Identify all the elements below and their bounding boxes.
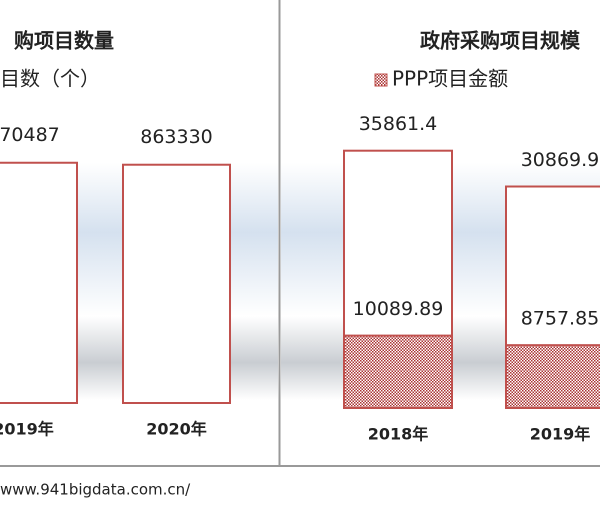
chart-title: 购项目数量 (14, 29, 114, 53)
legend-label: PPP项目金额 (392, 67, 508, 91)
value-label: 10089.89 (353, 298, 444, 320)
x-tick-label: 2020年 (146, 420, 207, 439)
bar-ppp (505, 344, 600, 409)
x-tick-label: 2018年 (368, 425, 429, 444)
value-label: 8757.85 (521, 308, 600, 330)
x-tick-label: 2019年 (0, 420, 54, 439)
value-label: 870487 (0, 124, 60, 146)
bar-ppp (343, 334, 453, 409)
value-label: 30869.9 (521, 149, 600, 171)
bar (0, 161, 78, 404)
legend-swatch (374, 73, 388, 87)
footer-url: www.941bigdata.com.cn/ (0, 481, 191, 499)
value-label: 35861.4 (359, 113, 438, 135)
chart-left: 购项目数量 2019年 2020年 目数（个） 870487 863330 (0, 29, 231, 439)
legend-label: 目数（个） (0, 67, 100, 91)
value-label: 863330 (140, 126, 213, 148)
chart-title: 政府采购项目规模 (420, 29, 581, 53)
x-tick-label: 2019年 (530, 425, 591, 444)
chart-right: 政府采购项目规模 2018年 2019年 PPP项目金额 35861.4 30869.9 1… (343, 29, 600, 444)
bar (122, 163, 231, 404)
